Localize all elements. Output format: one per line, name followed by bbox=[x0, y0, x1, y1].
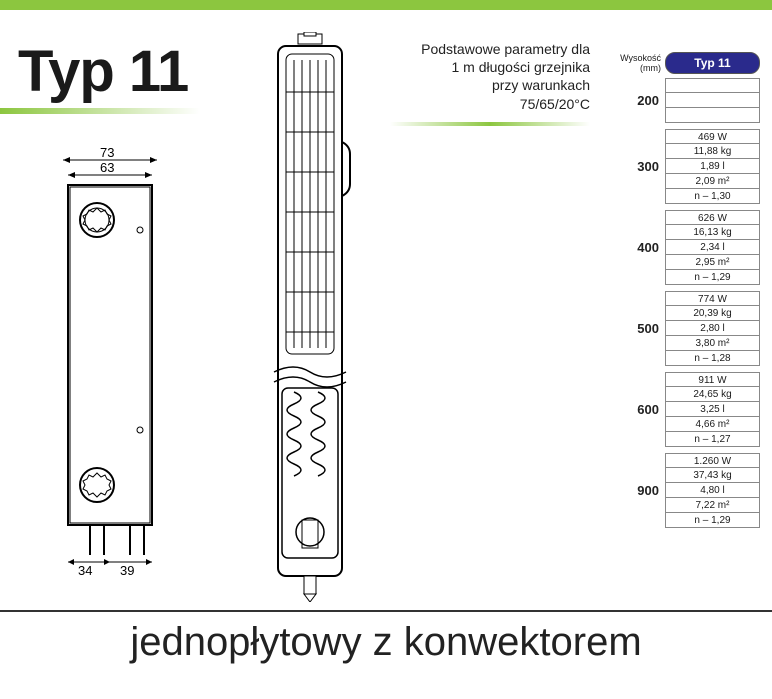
spec-height-label: 900 bbox=[610, 453, 665, 528]
spec-cell bbox=[665, 93, 760, 108]
spec-cell: 4,66 m² bbox=[665, 417, 760, 432]
spec-cell: 7,22 m² bbox=[665, 498, 760, 513]
spec-cell: n – 1,29 bbox=[665, 513, 760, 528]
notes-line: Podstawowe parametry dla bbox=[390, 40, 590, 58]
spec-cell: 16,13 kg bbox=[665, 225, 760, 240]
spec-cell: 2,95 m² bbox=[665, 255, 760, 270]
bottom-divider bbox=[0, 610, 772, 612]
spec-cell: 20,39 kg bbox=[665, 306, 760, 321]
dim-outer-width: 73 bbox=[100, 145, 114, 160]
spec-cell: 469 W bbox=[665, 129, 760, 144]
notes-line: 1 m długości grzejnika bbox=[390, 58, 590, 76]
spec-table: Wysokość (mm) Typ 11 200 300469 W11,88 kg… bbox=[610, 52, 760, 534]
type-badge: Typ 11 bbox=[665, 52, 760, 74]
spec-group: 400626 W16,13 kg2,34 l2,95 m²n – 1,29 bbox=[610, 210, 760, 285]
spec-cell: 4,80 l bbox=[665, 483, 760, 498]
spec-height-label: 500 bbox=[610, 291, 665, 366]
dim-inner-width: 63 bbox=[100, 160, 114, 175]
dim-right-pipe: 39 bbox=[120, 563, 134, 578]
spec-cell: n – 1,30 bbox=[665, 189, 760, 204]
type-title: Typ 11 bbox=[18, 38, 188, 105]
spec-cell: 11,88 kg bbox=[665, 144, 760, 159]
spec-group: 200 bbox=[610, 78, 760, 123]
spec-group: 300469 W11,88 kg1,89 l2,09 m²n – 1,30 bbox=[610, 129, 760, 204]
spec-height-label: 600 bbox=[610, 372, 665, 447]
top-accent-bar bbox=[0, 0, 772, 10]
spec-cell: 1.260 W bbox=[665, 453, 760, 468]
notes-line: przy warunkach bbox=[390, 76, 590, 94]
spec-cell: 626 W bbox=[665, 210, 760, 225]
spec-group: 600911 W24,65 kg3,25 l4,66 m²n – 1,27 bbox=[610, 372, 760, 447]
spec-height-label: 400 bbox=[610, 210, 665, 285]
spec-cell: 37,43 kg bbox=[665, 468, 760, 483]
front-view-diagram: 73 63 34 39 bbox=[40, 150, 180, 570]
bottom-description: jednopłytowy z konwektorem bbox=[0, 620, 772, 665]
spec-height-label: 300 bbox=[610, 129, 665, 204]
parameter-notes: Podstawowe parametry dla 1 m długości gr… bbox=[390, 40, 590, 113]
spec-group: 9001.260 W37,43 kg4,80 l7,22 m²n – 1,29 bbox=[610, 453, 760, 528]
spec-cell: 774 W bbox=[665, 291, 760, 306]
spec-cell: 2,09 m² bbox=[665, 174, 760, 189]
spec-cell: 2,34 l bbox=[665, 240, 760, 255]
spec-cell: n – 1,27 bbox=[665, 432, 760, 447]
notes-underline bbox=[390, 122, 590, 126]
spec-cell: n – 1,28 bbox=[665, 351, 760, 366]
spec-cell: 1,89 l bbox=[665, 159, 760, 174]
spec-cell: 3,80 m² bbox=[665, 336, 760, 351]
title-underline bbox=[0, 108, 200, 114]
cutaway-diagram bbox=[250, 32, 370, 602]
spec-cell: 911 W bbox=[665, 372, 760, 387]
spec-cell: 24,65 kg bbox=[665, 387, 760, 402]
spec-cell: n – 1,29 bbox=[665, 270, 760, 285]
spec-cell: 2,80 l bbox=[665, 321, 760, 336]
spec-cell bbox=[665, 78, 760, 93]
height-column-label: Wysokość (mm) bbox=[610, 53, 665, 73]
dim-left-pipe: 34 bbox=[78, 563, 92, 578]
spec-height-label: 200 bbox=[610, 78, 665, 123]
spec-cell bbox=[665, 108, 760, 123]
notes-line: 75/65/20°C bbox=[390, 95, 590, 113]
spec-group: 500774 W20,39 kg2,80 l3,80 m²n – 1,28 bbox=[610, 291, 760, 366]
spec-cell: 3,25 l bbox=[665, 402, 760, 417]
